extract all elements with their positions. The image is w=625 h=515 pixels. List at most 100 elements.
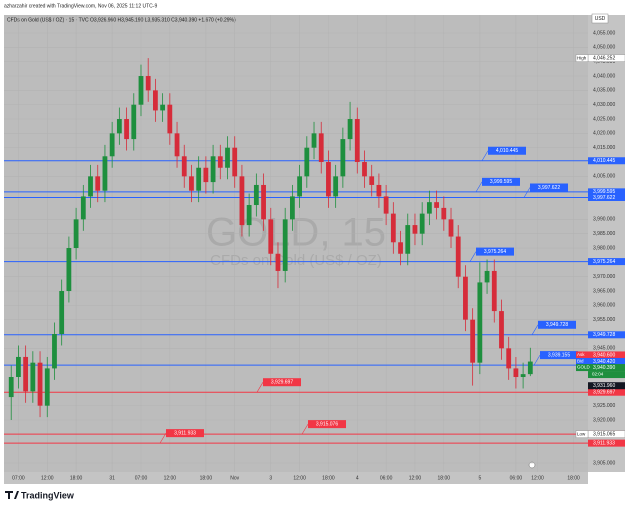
tag-box xyxy=(540,351,578,360)
candle-body xyxy=(527,361,533,375)
candle-body xyxy=(506,348,512,369)
candle-body xyxy=(477,282,483,363)
price-tag xyxy=(588,371,625,379)
candle-body xyxy=(167,104,173,134)
x-tick-label: 18:00 xyxy=(438,475,451,481)
price-axis xyxy=(588,15,625,472)
currency[interactable]: USD xyxy=(595,16,606,22)
y-tick-label: 3,945.000 xyxy=(593,346,615,352)
candle-body xyxy=(398,242,403,254)
y-tick-label: 3,925.000 xyxy=(593,403,615,409)
price-tag-name: Ask xyxy=(577,352,585,357)
x-tick-label: 3 xyxy=(269,475,272,481)
candle-body xyxy=(116,119,122,134)
watermark: GOLD, 15 xyxy=(206,211,386,255)
axis-tag xyxy=(588,388,625,396)
y-tick-label: 4,025.000 xyxy=(593,116,615,122)
x-tick-label: 5 xyxy=(478,475,481,481)
candle-body xyxy=(405,225,411,254)
candle-body xyxy=(239,176,245,226)
candle-body xyxy=(52,334,57,369)
axis-tag xyxy=(588,331,625,339)
candle-body xyxy=(138,76,144,105)
tag-leader xyxy=(533,354,541,366)
axis-tag xyxy=(588,188,625,196)
brand-logo xyxy=(5,491,19,499)
price-tag xyxy=(588,382,625,390)
candle-body xyxy=(463,276,468,320)
tag-leader xyxy=(301,423,309,435)
candle-body xyxy=(145,76,151,91)
candle-body xyxy=(513,368,519,378)
candle-body xyxy=(210,156,216,183)
x-tick-label: 4 xyxy=(356,475,359,481)
axis-tag-label: 3,997.622 xyxy=(593,195,615,201)
brand: TradingView xyxy=(21,490,75,500)
tag-label: 4,010.445 xyxy=(496,148,518,154)
x-tick-label: Nov xyxy=(230,475,239,481)
price-tag-name: GOLD xyxy=(577,365,591,370)
candle-body xyxy=(16,356,21,378)
x-tick-label: 06:00 xyxy=(380,475,393,481)
price-tag xyxy=(588,357,625,365)
candle-body xyxy=(246,205,252,226)
x-tick-label: 18:00 xyxy=(567,475,580,481)
y-tick-label: 4,055.000 xyxy=(593,30,615,36)
price-tag-name-box xyxy=(575,430,589,438)
price-tag xyxy=(588,364,625,372)
price-tag-name: Low xyxy=(577,431,586,436)
y-tick-label: 3,985.000 xyxy=(593,231,615,237)
y-tick-label: 4,030.000 xyxy=(593,102,615,108)
candle-body xyxy=(181,156,187,177)
candle-body xyxy=(455,236,461,277)
candle-body xyxy=(441,207,447,220)
axis-tag xyxy=(588,157,625,165)
candle-body xyxy=(261,184,266,220)
tag-box xyxy=(308,420,346,429)
candle-body xyxy=(376,184,382,197)
price-tag-label: 3,931.960 xyxy=(593,383,615,389)
x-tick-label: 12:00 xyxy=(531,475,544,481)
candle-body xyxy=(232,147,238,177)
tag-box xyxy=(538,320,576,329)
tag-leader xyxy=(531,324,539,335)
y-tick-label: 4,035.000 xyxy=(593,88,615,94)
currency-box[interactable] xyxy=(591,13,609,24)
candle-body xyxy=(30,362,36,392)
x-tick-label: 18:00 xyxy=(70,475,83,481)
tag-box xyxy=(476,247,514,256)
candle-body xyxy=(499,311,504,349)
candle-body xyxy=(304,147,310,177)
candle-body xyxy=(109,133,115,157)
price-tag-label: 3,915.065 xyxy=(593,431,615,437)
candle-body xyxy=(124,119,129,140)
tag-label: 3,975.264 xyxy=(484,249,506,255)
tag-leader xyxy=(481,150,489,161)
plot-area xyxy=(4,15,588,472)
tag-box xyxy=(482,177,520,186)
candle-body xyxy=(37,362,43,406)
candle-body xyxy=(326,162,331,197)
price-tag xyxy=(588,351,625,359)
x-tick-label: 07:00 xyxy=(135,475,148,481)
candle-body xyxy=(470,319,476,363)
candle-body xyxy=(8,377,14,398)
candle-body xyxy=(196,167,202,191)
credit: azharzahir created with TradingView.com,… xyxy=(4,3,157,9)
tag-box xyxy=(263,378,301,387)
tag-leader xyxy=(256,382,264,393)
candle-body xyxy=(88,176,93,197)
goto-now[interactable] xyxy=(528,461,536,469)
y-tick-label: 3,955.000 xyxy=(593,317,615,323)
candle-body xyxy=(484,270,490,283)
candle-body xyxy=(362,162,367,177)
y-tick-label: 4,045.000 xyxy=(593,59,615,65)
tag-label: 3,939.155 xyxy=(548,352,570,358)
axis-tag-label: 3,911.933 xyxy=(593,440,615,446)
candle-body xyxy=(225,147,230,168)
axis-tag xyxy=(588,439,625,447)
axis-tag xyxy=(588,258,625,266)
x-tick-label: 18:00 xyxy=(322,475,335,481)
candle-body xyxy=(390,213,396,243)
